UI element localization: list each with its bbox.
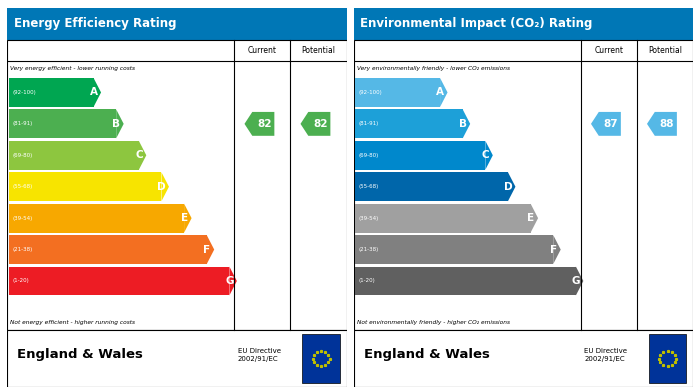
Text: (39-54): (39-54) [358, 216, 379, 221]
Bar [354, 40, 693, 330]
Text: Not energy efficient - higher running costs: Not energy efficient - higher running co… [10, 320, 135, 325]
Bar [7, 40, 346, 330]
Bar [8, 204, 184, 233]
Bar [354, 330, 693, 387]
Text: 82: 82 [313, 119, 328, 129]
Text: C: C [482, 150, 489, 160]
Polygon shape [576, 267, 583, 296]
Bar [355, 172, 508, 201]
Polygon shape [463, 109, 470, 138]
Text: (1-20): (1-20) [12, 278, 29, 283]
Text: D: D [158, 182, 166, 192]
Polygon shape [591, 112, 621, 136]
Text: D: D [504, 182, 512, 192]
Bar [8, 109, 116, 138]
Bar [355, 235, 553, 264]
Text: B: B [112, 119, 120, 129]
Bar [8, 172, 162, 201]
Text: A: A [90, 88, 97, 97]
Bar [355, 141, 485, 170]
Bar [302, 334, 340, 383]
Polygon shape [508, 172, 515, 201]
Text: Potential: Potential [648, 46, 682, 55]
Text: (21-38): (21-38) [358, 247, 379, 252]
Text: England & Wales: England & Wales [18, 348, 143, 361]
Polygon shape [531, 204, 538, 233]
Text: F: F [203, 244, 210, 255]
Text: G: G [572, 276, 580, 286]
FancyBboxPatch shape [7, 8, 346, 40]
Text: (21-38): (21-38) [12, 247, 32, 252]
Text: Potential: Potential [302, 46, 335, 55]
Bar [649, 334, 686, 383]
Text: Very environmentally friendly - lower CO₂ emissions: Very environmentally friendly - lower CO… [357, 66, 510, 71]
Text: Very energy efficient - lower running costs: Very energy efficient - lower running co… [10, 66, 135, 71]
Text: Current: Current [248, 46, 277, 55]
Text: (55-68): (55-68) [358, 184, 379, 189]
Text: (81-91): (81-91) [358, 121, 379, 126]
Polygon shape [244, 112, 274, 136]
Polygon shape [206, 235, 214, 264]
Text: EU Directive
2002/91/EC: EU Directive 2002/91/EC [584, 348, 627, 362]
Text: Current: Current [594, 46, 624, 55]
Polygon shape [116, 109, 124, 138]
Text: A: A [436, 88, 444, 97]
FancyBboxPatch shape [354, 8, 693, 40]
Text: B: B [458, 119, 467, 129]
Text: 82: 82 [257, 119, 272, 129]
Bar [8, 78, 94, 107]
Text: (39-54): (39-54) [12, 216, 32, 221]
Text: Environmental Impact (CO₂) Rating: Environmental Impact (CO₂) Rating [360, 18, 593, 30]
Text: EU Directive
2002/91/EC: EU Directive 2002/91/EC [238, 348, 281, 362]
Polygon shape [184, 204, 192, 233]
Text: (55-68): (55-68) [12, 184, 32, 189]
Text: 87: 87 [603, 119, 618, 129]
Bar [8, 267, 230, 296]
Text: 88: 88 [659, 119, 674, 129]
Bar [355, 267, 576, 296]
Polygon shape [139, 141, 146, 170]
Polygon shape [94, 78, 101, 107]
Text: (92-100): (92-100) [358, 90, 382, 95]
Text: (69-80): (69-80) [12, 153, 32, 158]
Polygon shape [300, 112, 330, 136]
Text: Not environmentally friendly - higher CO₂ emissions: Not environmentally friendly - higher CO… [357, 320, 510, 325]
Bar [7, 330, 346, 387]
Polygon shape [230, 267, 237, 296]
Text: (92-100): (92-100) [12, 90, 36, 95]
Text: C: C [135, 150, 143, 160]
Polygon shape [553, 235, 561, 264]
Text: F: F [550, 244, 556, 255]
Text: (81-91): (81-91) [12, 121, 32, 126]
Text: (1-20): (1-20) [358, 278, 375, 283]
Text: Energy Efficiency Rating: Energy Efficiency Rating [14, 18, 176, 30]
Bar [8, 235, 206, 264]
Polygon shape [162, 172, 169, 201]
Text: E: E [181, 213, 188, 223]
Bar [355, 109, 463, 138]
Polygon shape [647, 112, 677, 136]
Text: England & Wales: England & Wales [364, 348, 489, 361]
Polygon shape [440, 78, 447, 107]
Text: E: E [527, 213, 534, 223]
Bar [355, 204, 531, 233]
Text: G: G [225, 276, 234, 286]
Text: (69-80): (69-80) [358, 153, 379, 158]
Bar [8, 141, 139, 170]
Polygon shape [485, 141, 493, 170]
Bar [355, 78, 440, 107]
